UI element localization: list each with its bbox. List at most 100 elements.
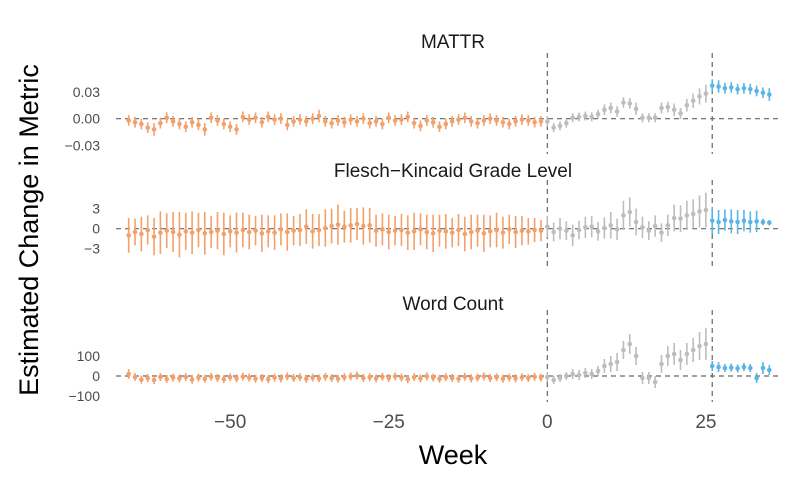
- point-pre: [481, 231, 487, 236]
- y-tick-label: 0: [92, 221, 100, 237]
- y-tick-label: 0.00: [73, 111, 100, 127]
- point-pre: [348, 223, 353, 228]
- point-pre: [183, 124, 189, 130]
- point-mid: [678, 216, 683, 221]
- point-pre: [139, 121, 144, 127]
- panels: MATTR 0.03 0.00 −0.03 Flesch−Kincaid Grade L…: [65, 32, 782, 404]
- point-mid: [583, 370, 588, 376]
- point-pre: [253, 376, 258, 382]
- point-pre: [443, 374, 449, 380]
- point-pre: [481, 374, 487, 379]
- point-mid: [545, 119, 550, 124]
- point-pre: [145, 227, 151, 233]
- point-mid: [659, 361, 664, 367]
- point-pre: [297, 374, 303, 380]
- point-pre: [361, 223, 366, 229]
- point-pre: [240, 114, 246, 120]
- point-mid: [633, 219, 639, 225]
- point-mid: [678, 111, 683, 116]
- point-pre: [323, 374, 328, 380]
- panel-title: Flesch−Kincaid Grade Level: [334, 161, 572, 182]
- point-post: [722, 217, 728, 223]
- point-pre: [468, 119, 474, 124]
- point-pre: [196, 375, 201, 380]
- point-pre: [449, 119, 455, 124]
- point-pre: [424, 374, 430, 379]
- point-pre: [196, 122, 201, 128]
- point-pre: [468, 376, 474, 381]
- point-pre: [411, 374, 417, 380]
- point-pre: [208, 115, 214, 121]
- point-pre: [475, 375, 480, 380]
- point-mid: [627, 209, 633, 215]
- point-pre: [253, 228, 258, 233]
- point-pre: [506, 121, 512, 127]
- point-post: [735, 366, 740, 371]
- point-pre: [519, 117, 525, 122]
- point-pre: [158, 374, 163, 380]
- point-mid: [684, 351, 690, 357]
- point-mid: [671, 215, 677, 221]
- point-pre: [456, 376, 461, 382]
- point-pre: [487, 229, 493, 234]
- point-mid: [633, 353, 639, 359]
- point-post: [747, 365, 753, 371]
- point-pre: [215, 118, 220, 123]
- point-pre: [227, 124, 233, 130]
- point-pre: [354, 119, 360, 124]
- point-mid: [551, 229, 556, 235]
- point-mid: [665, 353, 671, 359]
- point-pre: [380, 121, 385, 127]
- point-post: [760, 90, 766, 96]
- point-mid: [703, 341, 709, 347]
- point-pre: [284, 229, 290, 235]
- point-pre: [151, 377, 157, 383]
- point-pre: [475, 228, 480, 233]
- point-post: [716, 364, 721, 370]
- point-pre: [367, 120, 373, 126]
- point-pre: [506, 227, 512, 232]
- point-pre: [519, 228, 525, 233]
- point-pre: [151, 127, 157, 132]
- point-pre: [361, 116, 366, 121]
- y-tick-label: 3: [92, 201, 100, 217]
- point-mid: [690, 347, 696, 353]
- point-post: [741, 218, 747, 223]
- point-pre: [538, 375, 544, 380]
- point-post: [728, 85, 734, 90]
- point-pre: [386, 229, 392, 235]
- x-tick-label: 25: [695, 412, 716, 433]
- point-mid: [646, 115, 652, 121]
- point-mid: [614, 109, 620, 114]
- point-pre: [208, 229, 214, 235]
- point-pre: [310, 375, 315, 380]
- point-pre: [424, 229, 430, 235]
- point-pre: [132, 119, 138, 125]
- point-mid: [621, 347, 626, 353]
- point-pre: [164, 376, 170, 382]
- point-mid: [659, 230, 664, 235]
- point-pre: [367, 223, 373, 228]
- point-pre: [354, 221, 360, 227]
- point-mid: [690, 211, 696, 217]
- point-mid: [551, 125, 556, 130]
- x-axis-ticks: −50 −25 0 25: [214, 412, 716, 433]
- point-pre: [532, 227, 537, 233]
- point-pre: [500, 230, 506, 235]
- y-tick-label: 0: [92, 368, 100, 384]
- point-post: [747, 219, 753, 225]
- point-mid: [614, 227, 620, 232]
- point-post: [767, 92, 772, 97]
- point-pre: [303, 119, 309, 124]
- point-pre: [164, 228, 170, 233]
- point-pre: [227, 374, 233, 380]
- point-mid: [640, 115, 645, 121]
- point-pre: [303, 376, 309, 382]
- point-pre: [456, 117, 461, 122]
- point-pre: [215, 228, 220, 233]
- panel-title: MATTR: [421, 32, 485, 53]
- point-pre: [132, 229, 138, 235]
- point-post: [767, 367, 772, 373]
- point-pre: [126, 118, 131, 123]
- point-mid: [564, 120, 569, 126]
